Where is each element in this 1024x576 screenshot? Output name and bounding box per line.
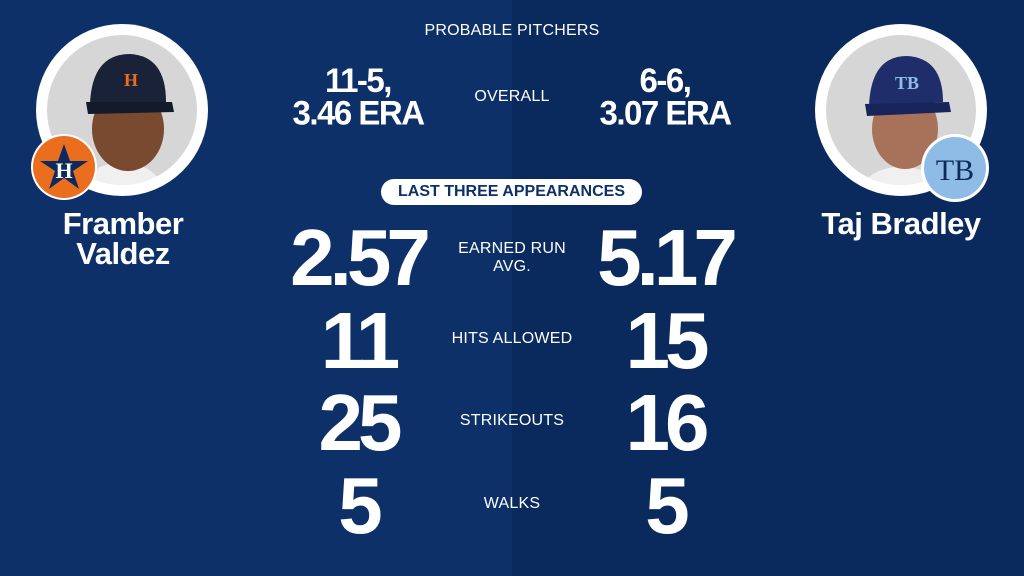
svg-text:TB: TB: [895, 73, 919, 93]
svg-text:H: H: [55, 158, 72, 183]
right-era: 3.07 ERA: [599, 92, 732, 132]
left-pitcher-name: Framber Valdez: [62, 206, 184, 271]
era-label: EARNED RUN AVG.: [458, 240, 566, 276]
rays-logo-icon: TB: [921, 134, 989, 202]
right-walks-value: 5: [645, 461, 689, 550]
left-walks-value: 5: [338, 461, 382, 550]
walks-label: WALKS: [483, 495, 541, 512]
last-three-appearances-pill: LAST THREE APPEARANCES: [381, 179, 642, 205]
left-pitcher-last-name: Valdez: [76, 236, 170, 271]
right-strikeouts-value: 16: [625, 378, 710, 467]
right-hits-value: 15: [625, 296, 710, 385]
era-label-line2: AVG.: [493, 258, 531, 275]
overall-label: OVERALL: [474, 88, 550, 105]
era-label-line1: EARNED RUN: [458, 240, 566, 257]
left-era-value: 2.57: [290, 213, 431, 302]
right-pitcher-headshot: TB: [815, 24, 987, 196]
left-overall-record: 11-5, 3.46 ERA: [292, 60, 425, 132]
svg-text:H: H: [124, 70, 138, 90]
astros-logo-icon: H: [31, 134, 97, 200]
hits-allowed-label: HITS ALLOWED: [451, 330, 573, 347]
left-pitcher-first-name: Framber: [62, 206, 184, 241]
right-era-value: 5.17: [597, 213, 738, 302]
strikeouts-label: STRIKEOUTS: [459, 412, 565, 429]
right-overall-record: 6-6, 3.07 ERA: [599, 60, 732, 132]
right-record: 6-6,: [639, 60, 692, 100]
svg-text:TB: TB: [936, 154, 974, 187]
header-title: PROBABLE PITCHERS: [424, 22, 600, 39]
left-strikeouts-value: 25: [318, 378, 403, 467]
left-hits-value: 11: [320, 296, 401, 385]
left-record: 11-5,: [325, 60, 392, 100]
right-pitcher-name: Taj Bradley: [821, 206, 981, 241]
left-era: 3.46 ERA: [292, 92, 425, 132]
